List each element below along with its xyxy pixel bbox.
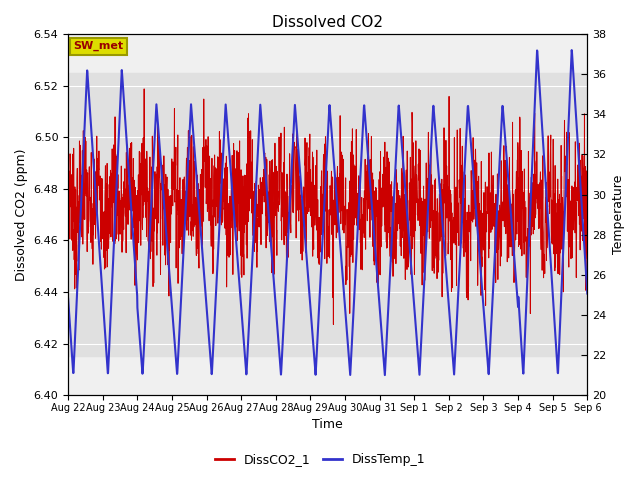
Bar <box>68 72 588 357</box>
Legend: DissCO2_1, DissTemp_1: DissCO2_1, DissTemp_1 <box>210 448 430 471</box>
X-axis label: Time: Time <box>312 419 343 432</box>
Title: Dissolved CO2: Dissolved CO2 <box>272 15 383 30</box>
Y-axis label: Temperature: Temperature <box>612 175 625 254</box>
Text: SW_met: SW_met <box>74 41 124 51</box>
Y-axis label: Dissolved CO2 (ppm): Dissolved CO2 (ppm) <box>15 148 28 281</box>
